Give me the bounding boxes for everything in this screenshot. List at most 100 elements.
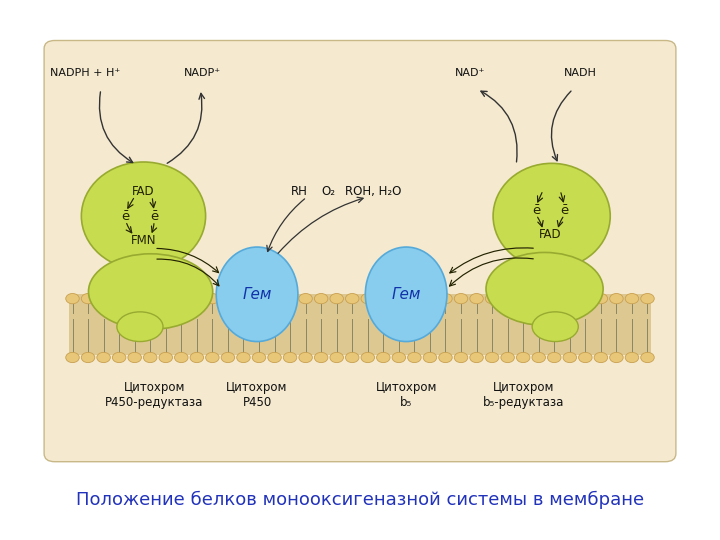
Text: NADP⁺: NADP⁺ xyxy=(184,68,221,78)
Ellipse shape xyxy=(423,294,436,303)
Ellipse shape xyxy=(221,352,235,363)
Ellipse shape xyxy=(221,294,235,303)
Ellipse shape xyxy=(532,294,546,303)
Ellipse shape xyxy=(81,162,206,270)
Ellipse shape xyxy=(346,352,359,363)
Ellipse shape xyxy=(408,294,421,303)
Ellipse shape xyxy=(579,352,592,363)
Ellipse shape xyxy=(252,294,266,303)
Text: NAD⁺: NAD⁺ xyxy=(455,68,485,78)
Ellipse shape xyxy=(486,252,603,325)
Ellipse shape xyxy=(299,352,312,363)
Ellipse shape xyxy=(112,352,126,363)
Ellipse shape xyxy=(377,352,390,363)
Ellipse shape xyxy=(346,294,359,303)
Ellipse shape xyxy=(547,352,561,363)
Text: NADH: NADH xyxy=(564,68,596,78)
Ellipse shape xyxy=(438,294,452,303)
Ellipse shape xyxy=(206,352,219,363)
Ellipse shape xyxy=(485,294,499,303)
Ellipse shape xyxy=(392,352,405,363)
Ellipse shape xyxy=(532,352,546,363)
Ellipse shape xyxy=(408,352,421,363)
Text: ē: ē xyxy=(150,210,158,222)
Ellipse shape xyxy=(493,163,611,268)
Ellipse shape xyxy=(579,294,592,303)
Ellipse shape xyxy=(625,294,639,303)
Bar xyxy=(69,294,651,355)
Text: FAD: FAD xyxy=(539,228,562,241)
Ellipse shape xyxy=(81,294,95,303)
Ellipse shape xyxy=(501,352,514,363)
Text: ROH, H₂O: ROH, H₂O xyxy=(345,185,401,198)
Ellipse shape xyxy=(284,352,297,363)
Ellipse shape xyxy=(641,294,654,303)
Ellipse shape xyxy=(563,352,577,363)
Ellipse shape xyxy=(516,352,530,363)
Ellipse shape xyxy=(190,352,204,363)
Ellipse shape xyxy=(470,352,483,363)
Ellipse shape xyxy=(625,352,639,363)
Text: ē: ē xyxy=(532,204,540,217)
Ellipse shape xyxy=(516,294,530,303)
Ellipse shape xyxy=(112,294,126,303)
Ellipse shape xyxy=(81,352,95,363)
Ellipse shape xyxy=(190,294,204,303)
Text: Цитохром
b₅-редуктаза: Цитохром b₅-редуктаза xyxy=(482,381,564,409)
Ellipse shape xyxy=(284,294,297,303)
Text: NADPH + H⁺: NADPH + H⁺ xyxy=(50,68,120,78)
Ellipse shape xyxy=(641,352,654,363)
Ellipse shape xyxy=(117,312,163,341)
Ellipse shape xyxy=(563,294,577,303)
Ellipse shape xyxy=(237,294,250,303)
Text: Цитохром
P450: Цитохром P450 xyxy=(226,381,288,409)
Text: Гем: Гем xyxy=(243,287,271,302)
Ellipse shape xyxy=(315,294,328,303)
Ellipse shape xyxy=(330,294,343,303)
Ellipse shape xyxy=(454,352,468,363)
Ellipse shape xyxy=(485,352,499,363)
Ellipse shape xyxy=(501,294,514,303)
Ellipse shape xyxy=(392,294,405,303)
Ellipse shape xyxy=(128,294,141,303)
Ellipse shape xyxy=(159,294,173,303)
Ellipse shape xyxy=(159,352,173,363)
Ellipse shape xyxy=(547,294,561,303)
Text: Положение белков монооксигеназной системы в мембране: Положение белков монооксигеназной систем… xyxy=(76,490,644,509)
Ellipse shape xyxy=(361,352,374,363)
Ellipse shape xyxy=(268,294,282,303)
Ellipse shape xyxy=(377,294,390,303)
Ellipse shape xyxy=(128,352,141,363)
Text: RH: RH xyxy=(291,185,308,198)
Text: ē: ē xyxy=(560,204,569,217)
Text: Цитохром
b₅: Цитохром b₅ xyxy=(375,381,437,409)
Text: ē: ē xyxy=(122,210,130,222)
Ellipse shape xyxy=(143,294,157,303)
Ellipse shape xyxy=(89,254,212,329)
Ellipse shape xyxy=(299,294,312,303)
Ellipse shape xyxy=(174,352,188,363)
Ellipse shape xyxy=(610,352,624,363)
Ellipse shape xyxy=(96,294,110,303)
Text: Цитохром
P450-редуктаза: Цитохром P450-редуктаза xyxy=(105,381,203,409)
Ellipse shape xyxy=(423,352,436,363)
FancyBboxPatch shape xyxy=(44,40,676,462)
Ellipse shape xyxy=(454,294,468,303)
Ellipse shape xyxy=(438,352,452,363)
Ellipse shape xyxy=(96,352,110,363)
Ellipse shape xyxy=(361,294,374,303)
Text: FAD: FAD xyxy=(132,185,155,198)
Ellipse shape xyxy=(610,294,624,303)
Ellipse shape xyxy=(315,352,328,363)
Ellipse shape xyxy=(66,352,79,363)
Ellipse shape xyxy=(268,352,282,363)
Ellipse shape xyxy=(206,294,219,303)
Ellipse shape xyxy=(365,247,447,341)
Text: FMN: FMN xyxy=(131,234,156,247)
Text: O₂: O₂ xyxy=(321,185,335,198)
Text: Гем: Гем xyxy=(392,287,420,302)
Ellipse shape xyxy=(330,352,343,363)
Ellipse shape xyxy=(532,312,578,341)
Ellipse shape xyxy=(66,294,79,303)
Ellipse shape xyxy=(470,294,483,303)
